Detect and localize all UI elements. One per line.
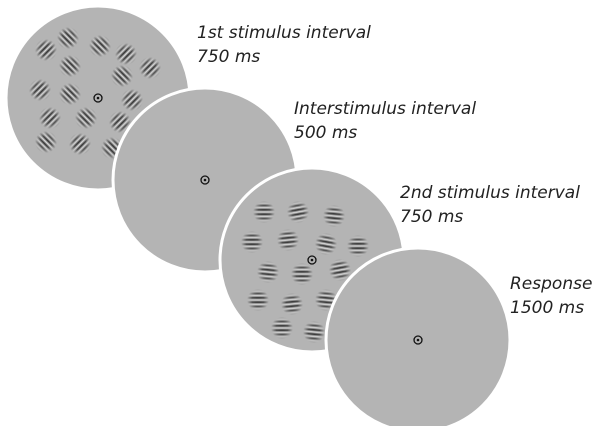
stage-labels: 1st stimulus interval 750 ms Interstimul… bbox=[197, 23, 592, 318]
stage-label: 2nd stimulus interval bbox=[400, 183, 580, 203]
gabor-patch bbox=[347, 235, 369, 257]
stage-duration: 500 ms bbox=[294, 123, 357, 143]
gabor-patch bbox=[253, 201, 275, 223]
gabor-patch bbox=[271, 317, 293, 339]
stage-label: 1st stimulus interval bbox=[197, 23, 371, 43]
stimulus-discs bbox=[4, 4, 512, 426]
gabor-patch bbox=[302, 320, 326, 344]
gabor-patch bbox=[241, 231, 263, 253]
gabor-patch bbox=[291, 263, 313, 285]
gabor-patch bbox=[247, 289, 269, 311]
gabor-patch bbox=[276, 228, 300, 252]
disc bbox=[324, 246, 512, 426]
gabor-patch bbox=[322, 204, 346, 228]
stimulus-disc bbox=[324, 246, 512, 426]
gabor-patch bbox=[313, 231, 338, 256]
stage-duration: 1500 ms bbox=[510, 298, 584, 318]
gabor-patch bbox=[256, 260, 280, 284]
stage-label: Interstimulus interval bbox=[294, 99, 476, 119]
gabor-patch bbox=[285, 199, 310, 224]
gabor-patch bbox=[280, 292, 304, 316]
stage-duration: 750 ms bbox=[197, 47, 260, 67]
stage-duration: 750 ms bbox=[400, 207, 463, 227]
stage-label: Response bbox=[510, 274, 592, 294]
